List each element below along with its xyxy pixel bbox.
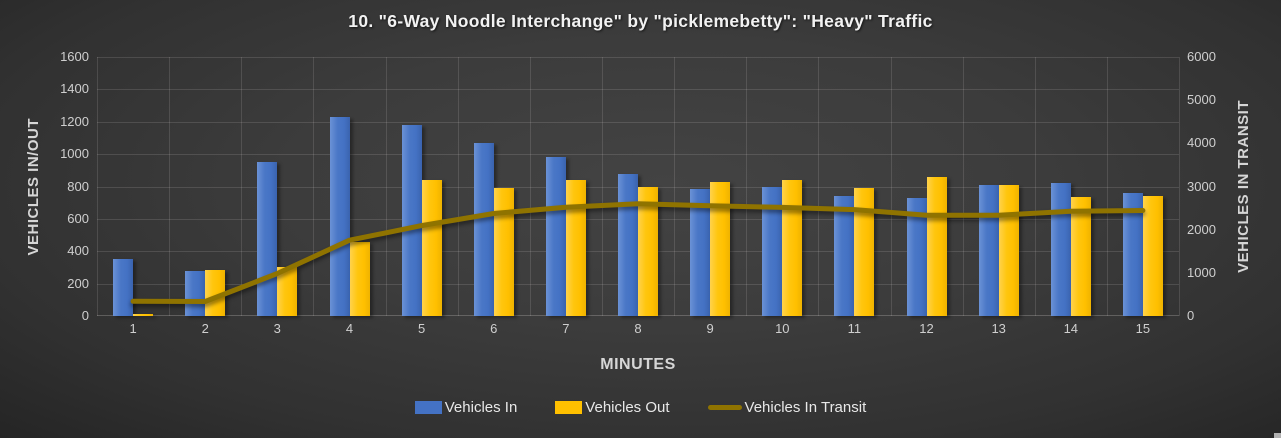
gridline-vertical [313,57,315,316]
gridline-vertical [1179,57,1180,316]
gridline-vertical [385,57,387,316]
gridline-vertical [529,57,531,316]
x-axis-tick: 5 [417,321,426,336]
bar-vehicles-in-minute-11 [834,196,855,316]
right-axis-tick: 1000 [1187,264,1216,280]
gridline-horizontal [97,154,1179,156]
right-axis-tick: 3000 [1187,178,1216,194]
right-axis-tick: 0 [1187,308,1195,323]
bar-vehicles-out-minute-12 [926,176,947,316]
bar-vehicles-in-minute-1 [113,259,134,316]
right-axis-tick: 5000 [1187,92,1216,108]
bar-vehicles-in-minute-10 [762,186,783,316]
legend: Vehicles In Vehicles Out Vehicles In Trans… [0,399,1281,416]
x-axis-tick: 4 [345,321,354,336]
left-axis-tick: 1000 [60,146,89,162]
bar-vehicles-out-minute-14 [1070,197,1091,316]
left-axis-tick: 800 [67,178,89,194]
bar-vehicles-in-minute-12 [906,197,927,316]
gridline-vertical [818,57,820,316]
right-axis-tick: 6000 [1187,49,1216,64]
bar-vehicles-out-minute-4 [349,241,370,316]
bar-vehicles-in-minute-4 [329,116,350,316]
line-vehicles-in-transit [130,201,1146,304]
x-axis-tick: 12 [919,321,934,336]
bar-vehicles-out-minute-3 [277,267,298,316]
gridline-vertical [97,57,98,316]
bar-vehicles-in-minute-5 [401,125,422,316]
left-axis-tick: 1600 [60,49,89,64]
bar-vehicles-out-minute-9 [710,181,731,316]
legend-item-vehicles-in-transit: Vehicles In Transit [707,399,867,416]
chart-title: 10. "6-Way Noodle Interchange" by "pickl… [348,11,933,31]
x-axis-tick: 2 [201,321,209,336]
right-axis-tick: 2000 [1187,221,1216,237]
left-axis-tick: 0 [81,308,89,323]
x-axis-tick: 3 [273,321,281,336]
bar-vehicles-out-minute-5 [421,180,442,316]
bar-vehicles-out-minute-11 [854,188,875,316]
x-axis-title: MINUTES [600,356,676,373]
legend-item-vehicles-in: Vehicles In [414,399,518,416]
x-axis-tick: 1 [129,321,137,336]
x-axis-tick: 14 [1063,321,1079,336]
bar-vehicles-in-minute-8 [618,173,638,316]
bar-vehicles-in-minute-6 [473,142,494,316]
legend-color-swatch [414,401,442,414]
gridline-horizontal [97,57,1179,58]
left-axis-tick: 400 [67,243,89,259]
bar-vehicles-out-minute-2 [205,269,226,316]
gridline-horizontal [97,89,1179,91]
gridline-horizontal [97,121,1179,123]
bar-vehicles-out-minute-8 [638,186,658,316]
bar-vehicles-out-minute-15 [1142,196,1163,316]
right-axis-tick: 4000 [1187,135,1216,151]
x-axis-tick: 9 [706,321,714,336]
corner-artifact [1274,433,1281,438]
gridline-vertical [241,57,243,316]
left-axis-tick: 200 [67,275,89,291]
bar-vehicles-out-minute-6 [493,188,514,316]
gridline-vertical [457,57,459,316]
gridline-vertical [746,57,748,316]
x-axis-tick: 8 [634,321,642,336]
gridline-vertical [601,57,603,316]
bar-vehicles-in-minute-14 [1050,182,1071,316]
left-axis-tick: 1400 [60,81,89,97]
bar-vehicles-in-minute-9 [690,188,711,316]
legend-label: Vehicles In Transit [744,399,867,416]
x-axis-tick: 13 [991,321,1006,336]
legend-label: Vehicles Out [585,399,670,416]
bar-vehicles-out-minute-7 [565,180,586,316]
gridline-vertical [962,57,964,316]
legend-color-swatch [555,401,583,414]
gridline-vertical [674,57,676,316]
bar-vehicles-out-minute-1 [133,314,154,316]
gridline-vertical [890,57,892,316]
left-axis-tick: 1200 [60,113,89,129]
left-axis-tick: 600 [67,210,89,226]
x-axis-tick: 6 [490,321,498,336]
bar-vehicles-out-minute-10 [782,180,803,316]
line-series-svg [130,201,1146,304]
bar-vehicles-in-minute-2 [185,270,206,316]
gridline-vertical [1106,57,1108,316]
plot-area [97,57,1180,316]
bar-vehicles-in-minute-7 [545,156,566,316]
gridline-vertical [1034,57,1036,316]
legend-line-swatch [707,405,742,410]
gridline-vertical [169,57,171,316]
x-axis-tick: 7 [562,321,570,336]
legend-item-vehicles-out: Vehicles Out [555,399,670,416]
bar-vehicles-out-minute-13 [998,184,1019,316]
x-axis-tick: 15 [1135,321,1151,336]
legend-label: Vehicles In [444,399,518,416]
bar-vehicles-in-minute-15 [1122,193,1143,316]
x-axis-tick: 10 [775,321,790,336]
x-axis-tick: 11 [847,321,862,336]
